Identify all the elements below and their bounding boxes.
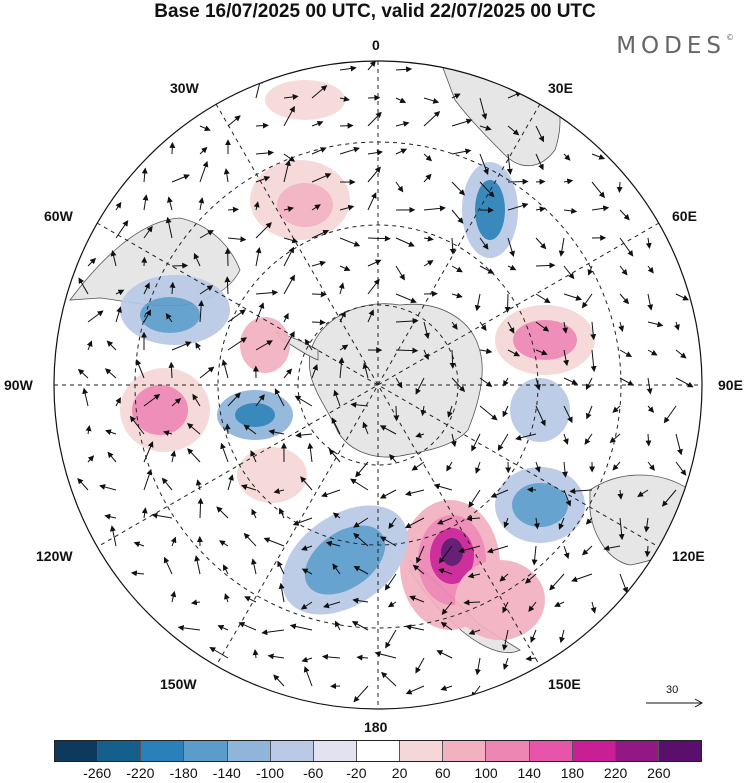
anomaly-blob xyxy=(455,560,545,640)
anomaly-blob xyxy=(277,183,333,227)
colorbar-swatch xyxy=(659,741,701,761)
wind-vector xyxy=(396,406,397,420)
colorbar-swatch xyxy=(400,741,443,761)
colorbar-swatch xyxy=(530,741,573,761)
anomaly-blob xyxy=(510,378,570,442)
colorbar-tick-label: 20 xyxy=(392,765,408,781)
colorbar-tick-label: 220 xyxy=(604,765,627,781)
wind-vector xyxy=(536,181,545,182)
colorbar-swatch xyxy=(228,741,271,761)
colorbar-swatch xyxy=(141,741,184,761)
reference-vector-label: 30 xyxy=(666,684,678,696)
wind-vector xyxy=(256,125,268,126)
colorbar-swatch xyxy=(184,741,227,761)
longitude-label-60w: 60W xyxy=(44,208,73,224)
longitude-label-60e: 60E xyxy=(672,208,697,224)
colorbar-tick-label: 260 xyxy=(647,765,670,781)
anomaly-blob xyxy=(512,483,568,527)
wind-vector xyxy=(368,238,390,239)
colorbar-swatch xyxy=(443,741,486,761)
longitude-label-30w: 30W xyxy=(170,80,199,96)
anomaly-blob xyxy=(140,297,200,333)
colorbar-swatch xyxy=(271,741,314,761)
colorbar-tick-label: 60 xyxy=(435,765,451,781)
longitude-label-150w: 150W xyxy=(160,676,197,692)
colorbar-swatch xyxy=(98,741,141,761)
anomaly-blob xyxy=(441,538,463,566)
colorbar-tick-label: -100 xyxy=(256,765,284,781)
colorbar-tick-label: -60 xyxy=(303,765,323,781)
colorbar-tick-label: -140 xyxy=(213,765,241,781)
wind-vector xyxy=(619,182,620,192)
colorbar-swatch xyxy=(486,741,529,761)
colorbar-swatch xyxy=(314,741,357,761)
longitude-label-180: 180 xyxy=(364,719,387,735)
colorbar-swatch xyxy=(573,741,616,761)
colorbar-tick-label: 100 xyxy=(474,765,497,781)
reference-vector-arrow xyxy=(646,696,706,710)
wind-vector xyxy=(144,258,145,266)
longitude-label-150e: 150E xyxy=(548,676,581,692)
colorbar xyxy=(54,740,702,762)
wind-vector xyxy=(396,350,417,351)
wind-vector xyxy=(200,499,201,518)
colorbar-swatch xyxy=(55,741,98,761)
wind-vector xyxy=(312,294,326,295)
colorbar-swatch xyxy=(357,741,400,761)
longitude-label-90e: 90E xyxy=(718,377,743,393)
anomaly-blob xyxy=(237,447,307,503)
colorbar-tick-label: -180 xyxy=(170,765,198,781)
longitude-label-120e: 120E xyxy=(672,548,705,564)
wind-vector xyxy=(172,143,173,154)
anomaly-blob xyxy=(265,80,345,120)
wind-vector xyxy=(340,126,353,127)
wind-vector xyxy=(508,182,528,183)
longitude-label-90w: 90W xyxy=(4,377,33,393)
longitude-label-30e: 30E xyxy=(548,80,573,96)
wind-vector xyxy=(227,424,228,434)
wind-vector xyxy=(228,209,238,210)
colorbar-tick-label: 140 xyxy=(518,765,541,781)
wind-vector xyxy=(508,294,509,312)
wind-vector xyxy=(312,322,325,323)
anomaly-blob xyxy=(235,403,275,427)
wind-vector xyxy=(172,266,187,267)
longitude-label-0: 0 xyxy=(372,37,380,53)
wind-vector xyxy=(528,489,536,490)
longitude-label-120w: 120W xyxy=(36,548,73,564)
colorbar-tick-label: 180 xyxy=(561,765,584,781)
colorbar-swatch xyxy=(616,741,659,761)
polar-map xyxy=(0,0,750,735)
colorbar-tick-label: -20 xyxy=(346,765,366,781)
anomaly-blob xyxy=(132,385,188,435)
colorbar-tick-label: -260 xyxy=(83,765,111,781)
colorbar-tick-label: -220 xyxy=(126,765,154,781)
